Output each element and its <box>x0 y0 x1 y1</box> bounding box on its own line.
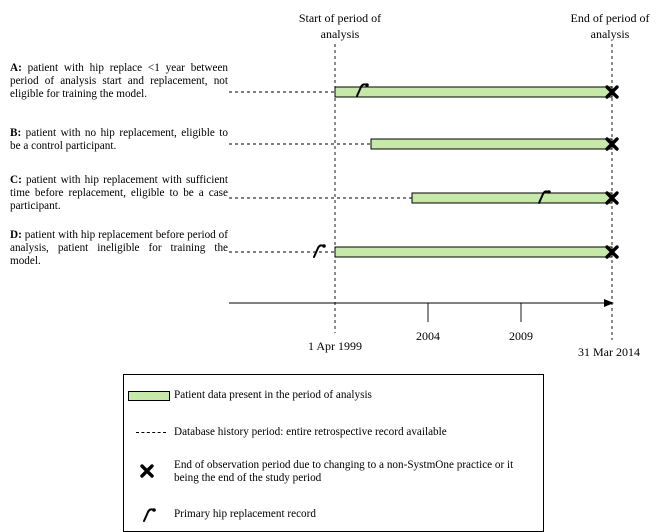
case-c-letter: C: <box>10 174 22 186</box>
row-c <box>229 190 619 205</box>
row-a <box>229 83 619 99</box>
hip-replacement-icon <box>313 244 326 258</box>
tick-label-2014: 31 Mar 2014 <box>578 345 640 359</box>
data-bar <box>370 138 613 150</box>
hip-replacement-icon <box>538 190 551 204</box>
row-b <box>229 137 619 151</box>
case-b-text: patient with no hip replacement, eligibl… <box>10 127 228 153</box>
case-c-description: C: patient with hip replacement with suf… <box>10 174 228 214</box>
hip-replacement-icon <box>143 508 156 522</box>
axis-arrow-icon <box>604 299 614 307</box>
row-d <box>229 244 619 259</box>
tick-label-1999: 1 Apr 1999 <box>308 339 362 353</box>
time-axis: 1 Apr 1999 2004 2009 31 Mar 2014 <box>229 299 640 359</box>
case-a-text: patient with hip replace <1 year between… <box>10 62 229 101</box>
start-label-line1: Start of period of <box>299 11 381 25</box>
case-d-letter: D: <box>10 229 22 241</box>
legend-dashed-text: Database history period: entire retrospe… <box>174 426 447 438</box>
case-a-letter: A: <box>10 62 22 74</box>
hip-replacement-icon <box>356 83 369 97</box>
end-label-line1: End of period of <box>571 11 650 25</box>
case-d-description: D: patient with hip replacement before p… <box>10 229 228 269</box>
case-a-description: A: patient with hip replace <1 year betw… <box>10 62 228 102</box>
cross-icon <box>140 464 154 478</box>
cross-icon <box>605 245 619 259</box>
legend-hip-text: Primary hip replacement record <box>174 508 316 520</box>
data-bar <box>334 86 613 98</box>
data-bar <box>334 246 613 258</box>
case-b-description: B: patient with no hip replacement, elig… <box>10 127 228 153</box>
cross-icon <box>605 85 619 99</box>
tick-label-2009: 2009 <box>509 329 533 343</box>
data-bar <box>411 192 613 204</box>
legend-cross-text: End of observation period due to changin… <box>174 459 514 484</box>
case-c-text: patient with hip replacement with suffic… <box>10 174 229 213</box>
legend-bar-text: Patient data present in the period of an… <box>174 389 372 401</box>
cross-icon <box>605 137 619 151</box>
dashed-line-icon <box>136 432 166 433</box>
start-label-line2: analysis <box>321 27 360 41</box>
case-d-text: patient with hip replacement before peri… <box>10 229 228 268</box>
case-b-letter: B: <box>10 127 22 139</box>
cross-icon <box>605 191 619 205</box>
end-label-line2: analysis <box>591 27 630 41</box>
green-bar-icon <box>128 391 170 401</box>
legend: Patient data present in the period of an… <box>123 374 544 532</box>
tick-label-2004: 2004 <box>416 329 440 343</box>
